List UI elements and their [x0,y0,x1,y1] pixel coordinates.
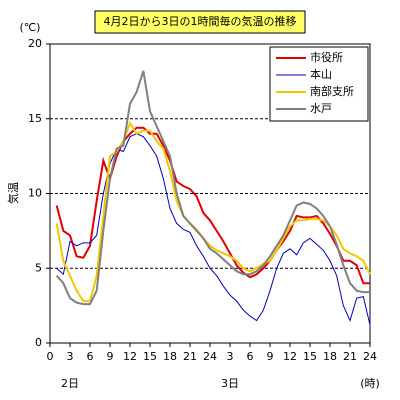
x-tick-label: 12 [283,350,297,363]
x-tick-label: 6 [247,350,254,363]
chart-title: 4月2日から3日の1時間毎の気温の推移 [104,14,297,28]
x-tick-label: 6 [87,350,94,363]
x-tick-label: 0 [47,350,54,363]
y-tick-label: 20 [28,37,42,50]
legend-label: 南部支所 [310,84,354,98]
y-axis-label: 気温 [6,182,20,204]
legend-label: 本山 [310,67,332,81]
y-tick-label: 0 [35,336,42,349]
x-tick-label: 3 [227,350,234,363]
x-unit: (時) [360,377,380,390]
series-line [55,70,370,306]
x-tick-label: 24 [363,350,377,363]
y-tick-label: 5 [35,261,42,274]
x-tick-label: 21 [343,350,357,363]
series-line [55,126,370,285]
series-line [55,121,371,303]
y-tick-label: 15 [28,112,42,125]
x-tick-label: 12 [123,350,137,363]
x-tick-label: 18 [323,350,337,363]
x-group-label: 3日 [221,377,239,390]
title-box [94,10,306,34]
x-tick-label: 18 [163,350,177,363]
x-tick-label: 15 [303,350,317,363]
x-tick-label: 9 [267,350,274,363]
x-tick-label: 9 [107,350,114,363]
x-tick-label: 15 [143,350,157,363]
x-tick-label: 3 [67,350,74,363]
y-tick-label: 10 [28,187,42,200]
x-tick-label: 24 [203,350,217,363]
x-tick-label: 21 [183,350,197,363]
legend-label: 市役所 [310,50,343,64]
x-group-label: 2日 [61,377,79,390]
legend-label: 水戸 [310,102,332,115]
y-unit: (℃) [20,21,41,34]
